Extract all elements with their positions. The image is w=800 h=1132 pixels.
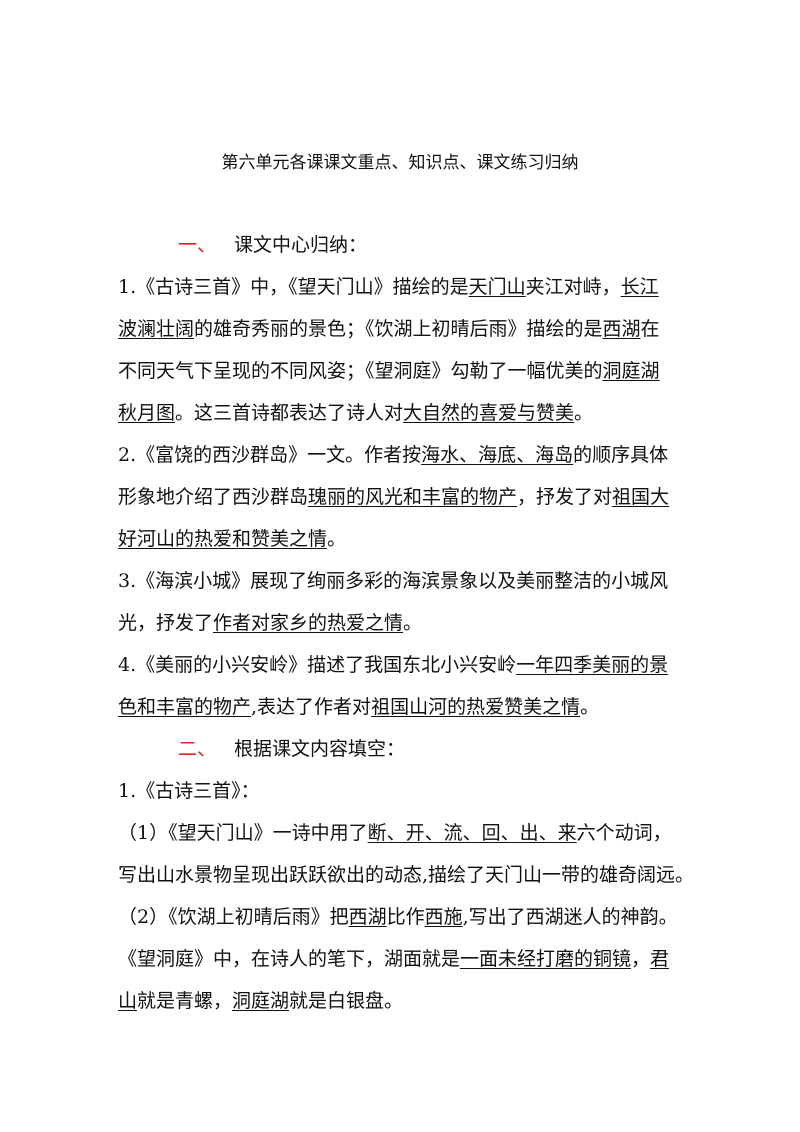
text-segment: 4.《美丽的小兴安岭》描述了我国东北小兴安岭 (118, 654, 517, 676)
underlined-answer: 作者对家乡的热爱之情 (213, 612, 404, 634)
text-segment: 2.《富饶的西沙群岛》一文。作者按 (118, 444, 422, 466)
underlined-answer: 波澜壮阔 (118, 318, 195, 340)
underlined-answer: 海水、海底、海岛 (421, 444, 574, 466)
text-segment: 就是青螺， (137, 990, 233, 1012)
text-segment: 1.《古诗三首》中，《望天门山》描绘的是 (118, 276, 469, 298)
text-segment: 。 (403, 612, 423, 634)
text-line: 《望洞庭》中，在诗人的笔下，湖面就是一面未经打磨的铜镜，君 (118, 947, 688, 971)
text-line: 好河山的热爱和赞美之情。 (118, 527, 688, 551)
text-line: （1）《望天门山》一诗中用了断、开、流、回、出、来六个动词， (118, 821, 688, 845)
underlined-answer: 断、开、流、回、出、来 (367, 822, 577, 844)
underlined-answer: 山 (118, 990, 138, 1012)
text-segment: 《望洞庭》中，在诗人的笔下，湖面就是 (118, 948, 461, 970)
text-line: 形象地介绍了西沙群岛瑰丽的风光和丰富的物产，抒发了对祖国大 (118, 485, 688, 509)
underlined-answer: 一面未经打磨的铜镜 (460, 948, 632, 970)
text-segment: ,写出了西湖迷人的神韵。 (462, 906, 678, 928)
text-line: 不同天气下呈现的不同风姿；《望洞庭》勾勒了一幅优美的洞庭湖 (118, 359, 688, 383)
underlined-answer: 祖国大 (612, 486, 670, 508)
text-line: 光，抒发了作者对家乡的热爱之情。 (118, 611, 688, 635)
section-2-heading: 根据课文内容填空： (234, 738, 406, 760)
underlined-answer: 西施 (424, 906, 463, 928)
text-segment: 的顺序具体 (573, 444, 669, 466)
text-line: 波澜壮阔的雄奇秀丽的景色；《饮湖上初晴后雨》描绘的是西湖在 (118, 317, 688, 341)
underlined-answer: 洞庭湖 (602, 360, 660, 382)
text-line: 1.《古诗三首》： (118, 779, 688, 803)
text-line: 秋月图。这三首诗都表达了诗人对大自然的喜爱与赞美。 (118, 401, 688, 425)
text-segment: 写出山水景物呈现出跃跃欲出的动态,描绘了天门山一带的雄奇阔远。 (118, 864, 695, 886)
text-segment: 的雄奇秀丽的景色；《饮湖上初晴后雨》描绘的是 (194, 318, 603, 340)
section-number: 二、 (178, 738, 217, 760)
text-segment: 比作 (386, 906, 425, 928)
section-number: 一、 (178, 234, 217, 256)
text-segment: 形象地介绍了西沙群岛 (118, 486, 309, 508)
text-segment: 3.《海滨小城》展现了绚丽多彩的海滨景象以及美丽整洁的小城风 (118, 570, 669, 592)
text-segment: 。这三首诗都表达了诗人对 (175, 402, 404, 424)
underlined-answer: 色和丰富的物产 (118, 696, 252, 718)
text-segment: 。 (327, 528, 347, 550)
underlined-answer: 好河山的热爱和赞美之情 (118, 528, 328, 550)
text-line: 2.《富饶的西沙群岛》一文。作者按海水、海底、海岛的顺序具体 (118, 443, 688, 467)
page-title: 第六单元各课课文重点、知识点、课文练习归纳 (221, 153, 579, 173)
text-line: 4.《美丽的小兴安岭》描述了我国东北小兴安岭一年四季美丽的景 (118, 653, 688, 677)
underlined-answer: 西湖 (602, 318, 641, 340)
text-segment: 。 (574, 402, 594, 424)
text-line: 3.《海滨小城》展现了绚丽多彩的海滨景象以及美丽整洁的小城风 (118, 569, 688, 593)
section-1-number: 一、 (178, 233, 216, 257)
text-segment: 1.《古诗三首》： (118, 780, 260, 802)
underlined-answer: 大自然的喜爱与赞美 (403, 402, 575, 424)
text-line: 1.《古诗三首》中，《望天门山》描绘的是天门山夹江对峙，长江 (118, 275, 688, 299)
text-segment: 在 (640, 318, 660, 340)
underlined-answer: 祖国山河的热爱赞美之情 (371, 696, 581, 718)
underlined-answer: 一年四季美丽的景 (516, 654, 669, 676)
text-segment: （1）《望天门山》一诗中用了 (118, 822, 368, 844)
text-segment: 。 (580, 696, 600, 718)
text-segment: ,表达了作者对 (251, 696, 372, 718)
text-segment: 就是白银盘。 (289, 990, 404, 1012)
text-segment: ，抒发了对 (517, 486, 613, 508)
section-2-number: 二、 (178, 737, 216, 761)
underlined-answer: 洞庭湖 (232, 990, 290, 1012)
underlined-answer: 秋月图 (118, 402, 176, 424)
underlined-answer: 长江 (620, 276, 659, 298)
text-segment: 夹江对峙， (525, 276, 621, 298)
text-line: （2）《饮湖上初晴后雨》把西湖比作西施,写出了西湖迷人的神韵。 (118, 905, 688, 929)
section-1-heading: 课文中心归纳： (234, 234, 368, 256)
text-segment: 六个动词， (576, 822, 672, 844)
underlined-answer: 天门山 (468, 276, 526, 298)
underlined-answer: 西湖 (348, 906, 387, 928)
underlined-answer: 瑰丽的风光和丰富的物产 (308, 486, 518, 508)
text-line: 山就是青螺，洞庭湖就是白银盘。 (118, 989, 688, 1013)
text-segment: （2）《饮湖上初晴后雨》把 (118, 906, 349, 928)
text-segment: 不同天气下呈现的不同风姿；《望洞庭》勾勒了一幅优美的 (118, 360, 603, 382)
underlined-answer: 君 (650, 948, 670, 970)
text-line: 色和丰富的物产,表达了作者对祖国山河的热爱赞美之情。 (118, 695, 688, 719)
text-segment: 光，抒发了 (118, 612, 214, 634)
text-line: 写出山水景物呈现出跃跃欲出的动态,描绘了天门山一带的雄奇阔远。 (118, 863, 694, 887)
text-segment: ， (631, 948, 651, 970)
